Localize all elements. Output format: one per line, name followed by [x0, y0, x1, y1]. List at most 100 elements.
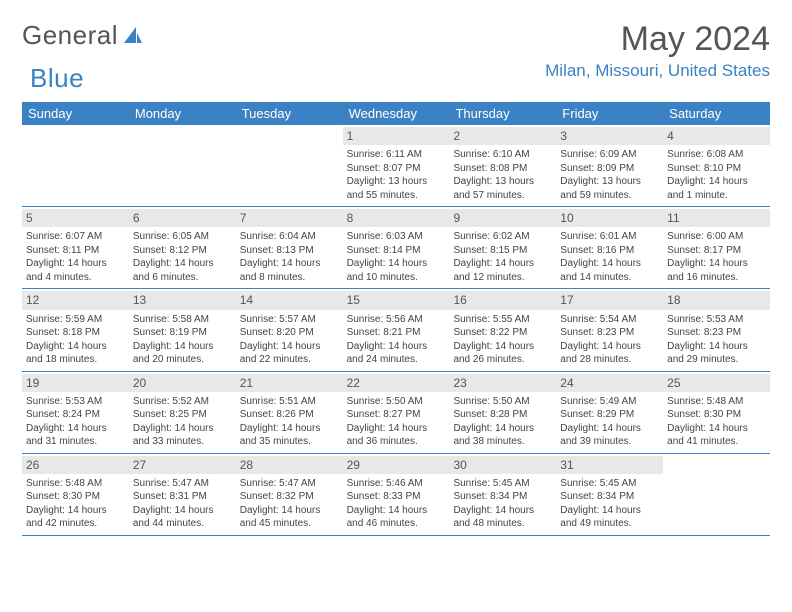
daylight-text: Daylight: 14 hours and 1 minute. — [667, 175, 766, 202]
day-cell: 28Sunrise: 5:47 AMSunset: 8:32 PMDayligh… — [236, 454, 343, 535]
day-cell: 1Sunrise: 6:11 AMSunset: 8:07 PMDaylight… — [343, 125, 450, 206]
day-cell: 5Sunrise: 6:07 AMSunset: 8:11 PMDaylight… — [22, 207, 129, 288]
weekday-header: Monday — [129, 102, 236, 125]
daylight-text: Daylight: 13 hours and 57 minutes. — [453, 175, 552, 202]
weekday-header: Sunday — [22, 102, 129, 125]
sunset-text: Sunset: 8:29 PM — [560, 408, 659, 422]
day-number: 12 — [22, 291, 129, 309]
day-number: 29 — [343, 456, 450, 474]
day-cell: 23Sunrise: 5:50 AMSunset: 8:28 PMDayligh… — [449, 372, 556, 453]
sunrise-text: Sunrise: 5:58 AM — [133, 313, 232, 327]
day-number: 4 — [663, 127, 770, 145]
sunset-text: Sunset: 8:23 PM — [667, 326, 766, 340]
daylight-text: Daylight: 14 hours and 4 minutes. — [26, 257, 125, 284]
daylight-text: Daylight: 14 hours and 44 minutes. — [133, 504, 232, 531]
sunset-text: Sunset: 8:13 PM — [240, 244, 339, 258]
brand-part1: General — [22, 20, 118, 51]
day-cell: 9Sunrise: 6:02 AMSunset: 8:15 PMDaylight… — [449, 207, 556, 288]
sunset-text: Sunset: 8:09 PM — [560, 162, 659, 176]
day-cell: 7 Sunrise: 6:04 AMSunset: 8:13 PMDaylight… — [236, 207, 343, 288]
sunrise-text: Sunrise: 5:45 AM — [560, 477, 659, 491]
day-cell: 13Sunrise: 5:58 AMSunset: 8:19 PMDayligh… — [129, 289, 236, 370]
sunset-text: Sunset: 8:17 PM — [667, 244, 766, 258]
sunset-text: Sunset: 8:33 PM — [347, 490, 446, 504]
daylight-text: Daylight: 14 hours and 8 minutes. — [240, 257, 339, 284]
day-number: 10 — [556, 209, 663, 227]
sunrise-text: Sunrise: 5:53 AM — [26, 395, 125, 409]
sunset-text: Sunset: 8:12 PM — [133, 244, 232, 258]
day-cell: 15Sunrise: 5:56 AMSunset: 8:21 PMDayligh… — [343, 289, 450, 370]
day-cell: 17Sunrise: 5:54 AMSunset: 8:23 PMDayligh… — [556, 289, 663, 370]
sunset-text: Sunset: 8:34 PM — [453, 490, 552, 504]
daylight-text: Daylight: 14 hours and 28 minutes. — [560, 340, 659, 367]
title-block: May 2024 Milan, Missouri, United States — [545, 20, 770, 81]
sunrise-text: Sunrise: 6:02 AM — [453, 230, 552, 244]
sunset-text: Sunset: 8:28 PM — [453, 408, 552, 422]
day-number: 28 — [236, 456, 343, 474]
sunrise-text: Sunrise: 5:46 AM — [347, 477, 446, 491]
daylight-text: Daylight: 14 hours and 42 minutes. — [26, 504, 125, 531]
sunrise-text: Sunrise: 5:50 AM — [347, 395, 446, 409]
sunrise-text: Sunrise: 6:10 AM — [453, 148, 552, 162]
daylight-text: Daylight: 14 hours and 10 minutes. — [347, 257, 446, 284]
sunrise-text: Sunrise: 5:51 AM — [240, 395, 339, 409]
daylight-text: Daylight: 14 hours and 41 minutes. — [667, 422, 766, 449]
day-number: 3 — [556, 127, 663, 145]
day-number: 7 — [236, 209, 343, 227]
daylight-text: Daylight: 14 hours and 22 minutes. — [240, 340, 339, 367]
sunset-text: Sunset: 8:23 PM — [560, 326, 659, 340]
daylight-text: Daylight: 14 hours and 18 minutes. — [26, 340, 125, 367]
daylight-text: Daylight: 14 hours and 35 minutes. — [240, 422, 339, 449]
week-row: 1Sunrise: 6:11 AMSunset: 8:07 PMDaylight… — [22, 125, 770, 207]
sunrise-text: Sunrise: 6:00 AM — [667, 230, 766, 244]
daylight-text: Daylight: 14 hours and 46 minutes. — [347, 504, 446, 531]
day-number: 23 — [449, 374, 556, 392]
weekday-header: Saturday — [663, 102, 770, 125]
day-cell: 29 Sunrise: 5:46 AMSunset: 8:33 PMDayligh… — [343, 454, 450, 535]
day-number: 27 — [129, 456, 236, 474]
daylight-text: Daylight: 14 hours and 24 minutes. — [347, 340, 446, 367]
sunrise-text: Sunrise: 5:55 AM — [453, 313, 552, 327]
daylight-text: Daylight: 14 hours and 31 minutes. — [26, 422, 125, 449]
day-cell: 18Sunrise: 5:53 AMSunset: 8:23 PMDayligh… — [663, 289, 770, 370]
day-cell: 14Sunrise: 5:57 AMSunset: 8:20 PMDayligh… — [236, 289, 343, 370]
sunset-text: Sunset: 8:19 PM — [133, 326, 232, 340]
sunrise-text: Sunrise: 5:45 AM — [453, 477, 552, 491]
sunrise-text: Sunrise: 6:07 AM — [26, 230, 125, 244]
sunset-text: Sunset: 8:07 PM — [347, 162, 446, 176]
daylight-text: Daylight: 14 hours and 49 minutes. — [560, 504, 659, 531]
daylight-text: Daylight: 14 hours and 14 minutes. — [560, 257, 659, 284]
day-cell — [236, 125, 343, 206]
week-row: 26Sunrise: 5:48 AMSunset: 8:30 PMDayligh… — [22, 454, 770, 536]
sunset-text: Sunset: 8:31 PM — [133, 490, 232, 504]
sunset-text: Sunset: 8:11 PM — [26, 244, 125, 258]
daylight-text: Daylight: 14 hours and 16 minutes. — [667, 257, 766, 284]
day-number: 22 — [343, 374, 450, 392]
daylight-text: Daylight: 13 hours and 55 minutes. — [347, 175, 446, 202]
sunrise-text: Sunrise: 6:01 AM — [560, 230, 659, 244]
sunrise-text: Sunrise: 5:48 AM — [26, 477, 125, 491]
week-row: 12Sunrise: 5:59 AMSunset: 8:18 PMDayligh… — [22, 289, 770, 371]
day-cell: 26Sunrise: 5:48 AMSunset: 8:30 PMDayligh… — [22, 454, 129, 535]
sunset-text: Sunset: 8:32 PM — [240, 490, 339, 504]
day-number: 8 — [343, 209, 450, 227]
sunset-text: Sunset: 8:25 PM — [133, 408, 232, 422]
day-cell: 11Sunrise: 6:00 AMSunset: 8:17 PMDayligh… — [663, 207, 770, 288]
day-cell: 25Sunrise: 5:48 AMSunset: 8:30 PMDayligh… — [663, 372, 770, 453]
day-cell: 10Sunrise: 6:01 AMSunset: 8:16 PMDayligh… — [556, 207, 663, 288]
sunrise-text: Sunrise: 6:04 AM — [240, 230, 339, 244]
sunset-text: Sunset: 8:10 PM — [667, 162, 766, 176]
sunrise-text: Sunrise: 5:47 AM — [133, 477, 232, 491]
brand-logo: General — [22, 20, 144, 51]
location-subtitle: Milan, Missouri, United States — [545, 61, 770, 81]
sunrise-text: Sunrise: 5:50 AM — [453, 395, 552, 409]
day-number: 1 — [343, 127, 450, 145]
day-cell — [663, 454, 770, 535]
sunrise-text: Sunrise: 5:47 AM — [240, 477, 339, 491]
sunrise-text: Sunrise: 5:48 AM — [667, 395, 766, 409]
sunset-text: Sunset: 8:27 PM — [347, 408, 446, 422]
day-cell: 3Sunrise: 6:09 AMSunset: 8:09 PMDaylight… — [556, 125, 663, 206]
day-cell: 24Sunrise: 5:49 AMSunset: 8:29 PMDayligh… — [556, 372, 663, 453]
day-number: 16 — [449, 291, 556, 309]
daylight-text: Daylight: 14 hours and 48 minutes. — [453, 504, 552, 531]
